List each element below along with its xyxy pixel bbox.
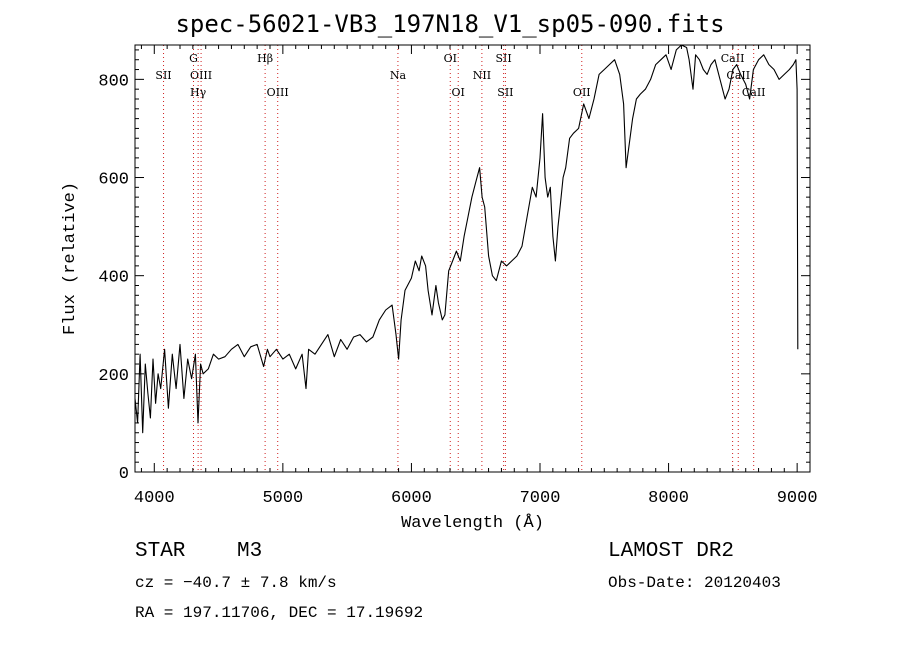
flux-line	[134, 44, 799, 434]
x-tick-label: 8000	[648, 489, 689, 508]
spectral-line-label: Hγ	[190, 86, 207, 99]
spectral-line-label: SII	[495, 52, 511, 65]
x-tick-label: 6000	[391, 489, 432, 508]
spectral-line-label: OII	[573, 86, 591, 99]
spectral-line-label: OIII	[267, 86, 289, 99]
spectral-line-label: OI	[444, 52, 457, 65]
spectral-line-label: Hβ	[257, 52, 273, 65]
x-tick-label: 5000	[262, 489, 303, 508]
y-tick-label: 200	[98, 367, 129, 386]
spectral-line-label: CaII	[742, 86, 766, 99]
coordinates: RA = 197.11706, DEC = 17.19692	[135, 604, 424, 622]
y-tick-label: 600	[98, 171, 129, 190]
y-tick-label: 800	[98, 72, 129, 91]
spectral-line-label: SII	[497, 86, 513, 99]
spectral-line-label: CaII	[721, 52, 745, 65]
y-axis-label: Flux (relative)	[61, 182, 80, 335]
object-subclass: M3	[237, 540, 263, 563]
spectral-line-label: NII	[473, 69, 491, 82]
y-tick-label: 400	[98, 269, 129, 288]
spectral-line-label: OIII	[190, 69, 212, 82]
chart-title: spec-56021-VB3_197N18_V1_sp05-090.fits	[175, 10, 725, 38]
spectral-line-label: SII	[155, 69, 171, 82]
spectral-line-label: G	[189, 52, 198, 65]
x-tick-label: 7000	[520, 489, 561, 508]
x-tick-label: 9000	[777, 489, 818, 508]
plot-frame	[134, 44, 811, 473]
x-tick-label: 4000	[134, 489, 175, 508]
spectral-line-label: CaII	[726, 69, 750, 82]
object-class: STAR	[135, 540, 186, 563]
survey-label: LAMOST DR2	[608, 540, 735, 563]
redshift-text: cz = −40.7 ± 7.8 km/s	[135, 574, 337, 592]
obs-date: Obs-Date: 20120403	[608, 574, 781, 592]
spectral-line-label: OI	[452, 86, 465, 99]
x-axis-label: Wavelength (Å)	[401, 514, 544, 533]
y-tick-label: 0	[119, 465, 129, 484]
spectral-line-label: Na	[390, 69, 407, 82]
